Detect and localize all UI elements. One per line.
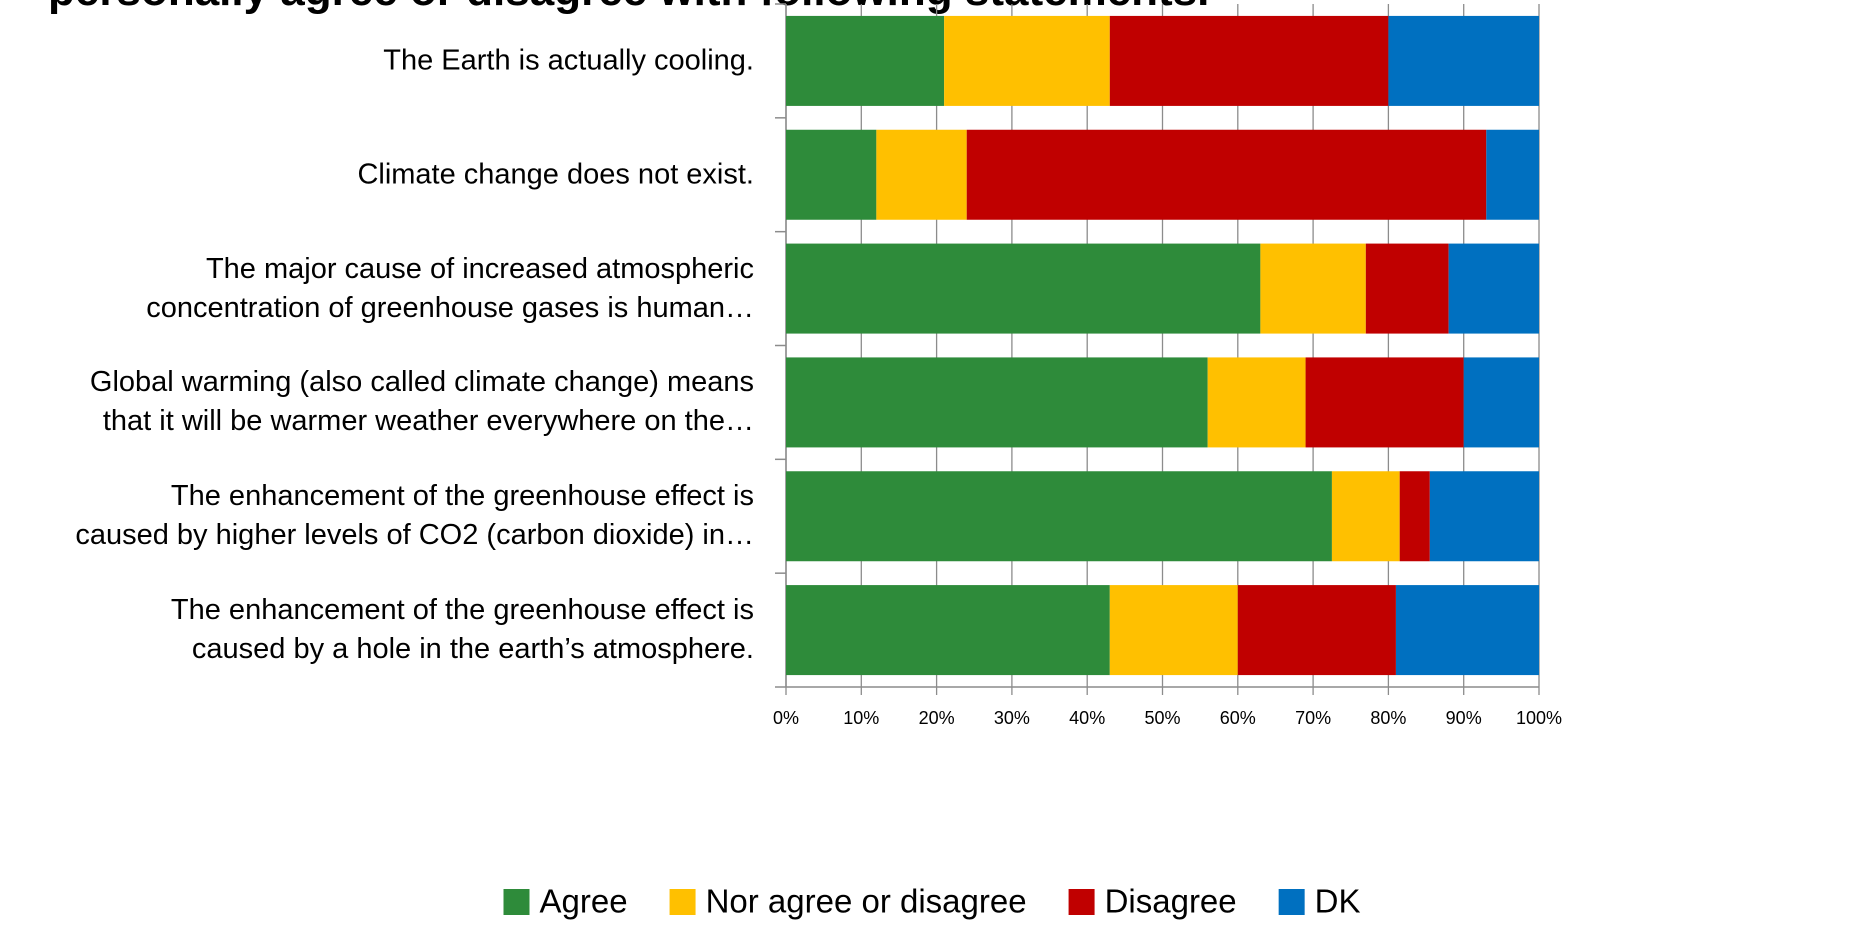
x-tick-label: 30% <box>994 708 1030 728</box>
legend-label: Agree <box>540 883 628 920</box>
x-tick-label: 100% <box>1516 708 1562 728</box>
x-tick-label: 10% <box>843 708 879 728</box>
bar-segment <box>1331 471 1400 562</box>
y-tick-label: The enhancement of the greenhouse effect… <box>170 594 754 666</box>
bar-segment <box>786 471 1332 562</box>
bar-segment <box>1463 357 1539 448</box>
bar-segment <box>1109 15 1389 106</box>
bar-segment <box>786 243 1261 334</box>
bar-segment <box>1395 585 1539 676</box>
bar-segment <box>1486 129 1539 220</box>
legend-swatch <box>503 889 530 915</box>
x-tick-label: 70% <box>1295 708 1331 728</box>
legend-label: DK <box>1315 883 1361 920</box>
bar-segment <box>1448 243 1539 334</box>
legend-swatch <box>1278 889 1305 915</box>
bar-segment <box>1399 471 1430 562</box>
x-tick-label: 40% <box>1069 708 1105 728</box>
bar-segment <box>786 15 945 106</box>
bar-segment <box>1109 585 1238 676</box>
y-tick-label: The major cause of increased atmospheric… <box>146 252 754 324</box>
bar-segment <box>876 129 967 220</box>
x-tick-label: 80% <box>1370 708 1406 728</box>
bar-segment <box>1429 471 1539 562</box>
bar-segment <box>1365 243 1449 334</box>
bar-segment <box>786 357 1208 448</box>
bar-segment <box>786 585 1110 676</box>
legend-swatch <box>1068 889 1095 915</box>
bar-segment <box>1237 585 1396 676</box>
x-tick-label: 60% <box>1220 708 1256 728</box>
bar-segment <box>786 129 877 220</box>
bar-segment <box>966 129 1487 220</box>
bar-segment <box>1388 15 1539 106</box>
y-tick-label: The Earth is actually cooling. <box>383 44 754 77</box>
x-tick-label: 0% <box>773 708 799 728</box>
x-tick-label: 90% <box>1446 708 1482 728</box>
legend-swatch <box>669 889 696 915</box>
y-tick-label: The enhancement of the greenhouse effect… <box>75 480 754 552</box>
y-tick-label: Global warming (also called climate chan… <box>89 366 754 438</box>
x-tick-label: 50% <box>1144 708 1180 728</box>
bar-segment <box>1260 243 1366 334</box>
chart-title: personally agree or disagree with follow… <box>48 0 1209 16</box>
y-tick-label: Climate change does not exist. <box>357 158 754 191</box>
legend-label: Disagree <box>1105 883 1237 920</box>
bar-segment <box>944 15 1110 106</box>
legend-label: Nor agree or disagree <box>706 883 1027 920</box>
x-tick-label: 20% <box>919 708 955 728</box>
bar-segment <box>1207 357 1306 448</box>
bar-segment <box>1305 357 1464 448</box>
